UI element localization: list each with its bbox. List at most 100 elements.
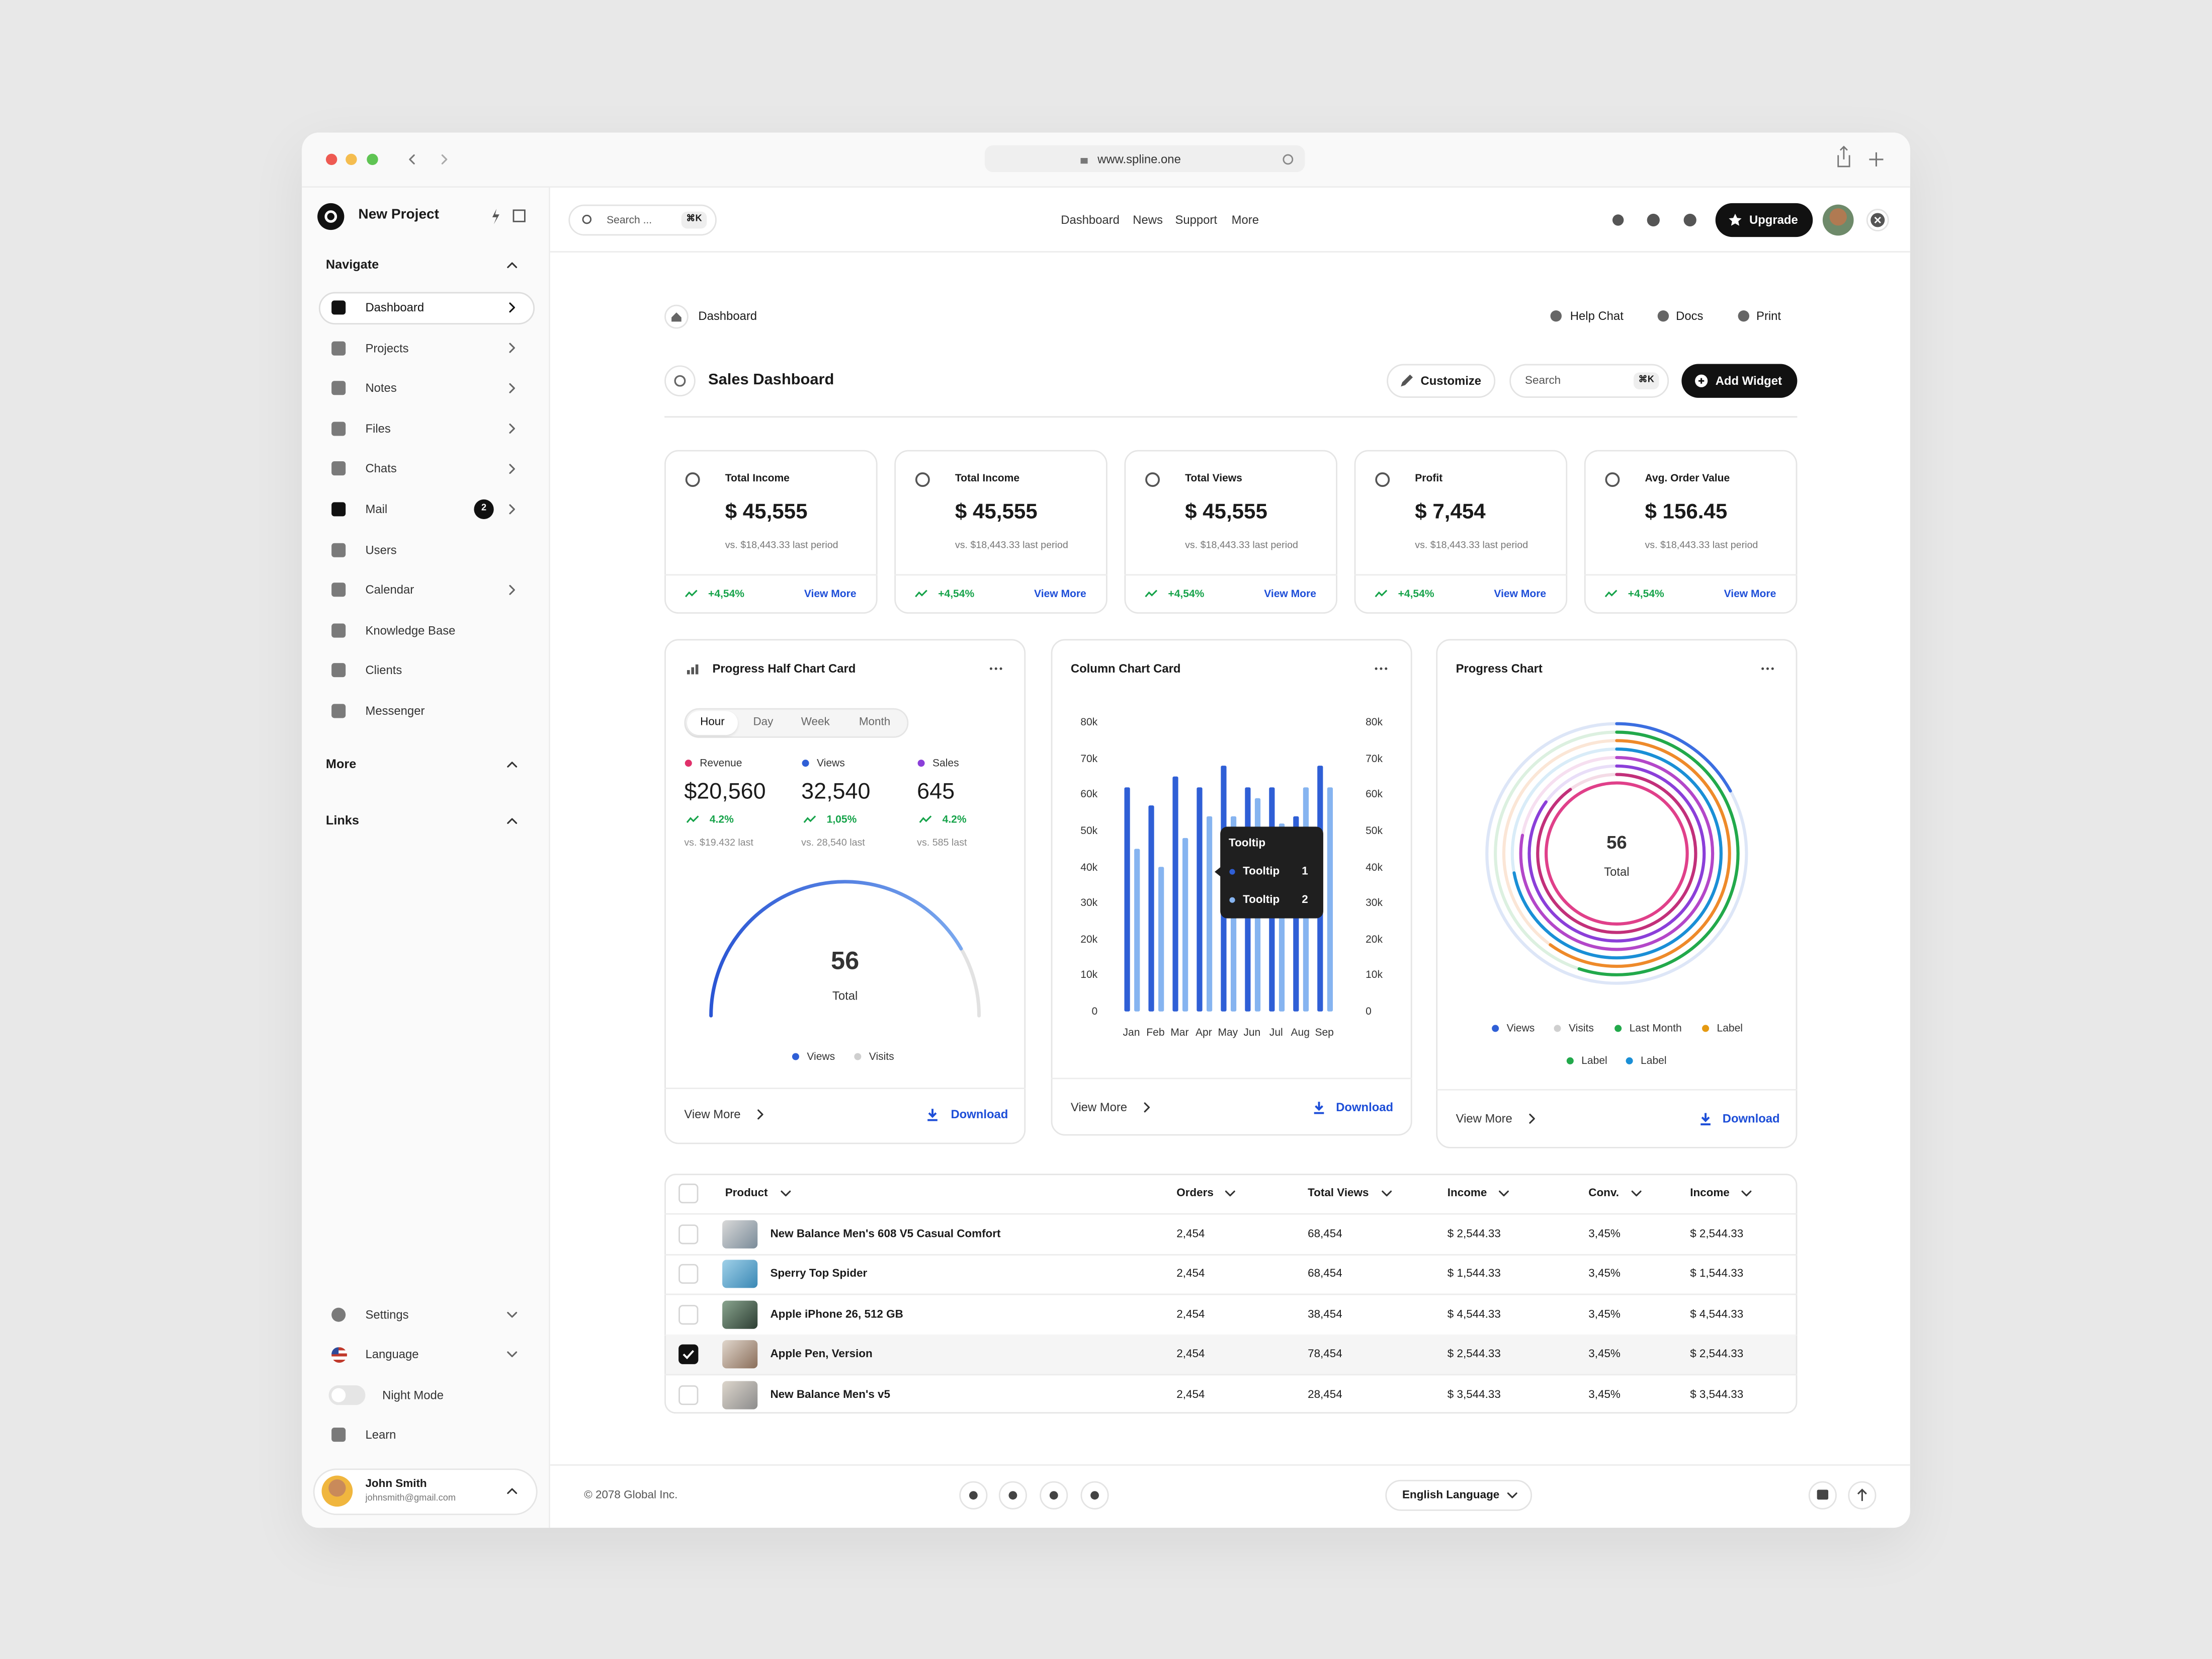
- nav-label[interactable]: Mail: [365, 502, 388, 516]
- download[interactable]: Download: [1722, 1111, 1780, 1126]
- stat-link[interactable]: View More: [1494, 587, 1547, 600]
- chevron-icon: [509, 343, 515, 353]
- menu-item[interactable]: News: [1133, 212, 1163, 227]
- nav-label[interactable]: Users: [365, 542, 397, 556]
- chevron-icon: [409, 154, 415, 164]
- nav-label[interactable]: Notes: [365, 381, 397, 395]
- table-cell: 3,45%: [1588, 1307, 1621, 1320]
- avatar[interactable]: [1822, 204, 1854, 236]
- ring-total: 56: [1606, 832, 1627, 853]
- checkbox[interactable]: [678, 1385, 699, 1405]
- social-button[interactable]: [1040, 1481, 1068, 1510]
- shortcut-pill: [681, 211, 707, 229]
- stat-link[interactable]: View More: [1264, 587, 1316, 600]
- active-nav-pill[interactable]: [318, 292, 535, 325]
- tab[interactable]: Day: [753, 715, 774, 728]
- more-dot: [1766, 667, 1769, 670]
- column-header[interactable]: Income: [1690, 1186, 1730, 1199]
- stat-link[interactable]: View More: [1034, 587, 1086, 600]
- help-link[interactable]: Print: [1756, 308, 1781, 323]
- column-header[interactable]: Total Views: [1308, 1186, 1369, 1199]
- chevron-icon: [1507, 1492, 1517, 1499]
- nav-label[interactable]: Files: [365, 421, 391, 436]
- nav-label[interactable]: Chats: [365, 461, 397, 476]
- menu-item[interactable]: Support: [1175, 212, 1217, 227]
- y2-tick-label: 10k: [1366, 968, 1383, 981]
- reload-icon: [1283, 154, 1294, 165]
- nav-label[interactable]: Clients: [365, 663, 402, 678]
- language[interactable]: English Language: [1402, 1488, 1500, 1501]
- minimize-light: [346, 153, 357, 165]
- checkbox[interactable]: [678, 1224, 699, 1245]
- tab[interactable]: Week: [801, 715, 830, 728]
- column-header[interactable]: Product: [725, 1186, 768, 1199]
- refresh-glyph: [674, 375, 686, 387]
- stat-link[interactable]: View More: [804, 587, 857, 600]
- url-bar: [984, 145, 1305, 173]
- upgrade-label[interactable]: Upgrade: [1749, 212, 1798, 227]
- bottom-nav-label[interactable]: Settings: [365, 1307, 409, 1322]
- shortcut: ⌘K: [686, 214, 702, 224]
- stat-compare: vs. $18,443.33 last period: [955, 541, 1068, 551]
- checkbox[interactable]: [678, 1264, 699, 1284]
- nav-label[interactable]: Dashboard: [365, 300, 424, 314]
- bottom-nav-label[interactable]: Night Mode: [382, 1387, 444, 1402]
- table-cell: 2,454: [1176, 1347, 1205, 1360]
- download[interactable]: Download: [1336, 1100, 1394, 1114]
- section-label: Links: [325, 813, 359, 827]
- column-header[interactable]: Income: [1447, 1186, 1487, 1199]
- stat-icon: [1375, 472, 1390, 487]
- customize-label[interactable]: Customize: [1420, 373, 1482, 388]
- bottom-nav-label[interactable]: Language: [365, 1347, 419, 1361]
- menu-item[interactable]: Dashboard: [1061, 212, 1120, 227]
- breadcrumb: Dashboard: [698, 308, 757, 323]
- title-icon: [695, 664, 699, 675]
- stat-icon: [685, 472, 700, 487]
- pencil-icon: [1401, 374, 1413, 387]
- card-title: Progress Chart: [1456, 661, 1543, 676]
- view-more[interactable]: View More: [1070, 1100, 1128, 1114]
- stat-divider: [664, 574, 878, 576]
- checkbox[interactable]: [678, 1344, 699, 1364]
- chevron-icon: [507, 262, 518, 268]
- check-mark: [683, 1350, 695, 1360]
- view-more[interactable]: View More: [684, 1107, 741, 1121]
- stat-link[interactable]: View More: [1724, 587, 1776, 600]
- nav-label[interactable]: Calendar: [365, 583, 414, 597]
- badge: [474, 499, 494, 520]
- column-header[interactable]: Conv.: [1588, 1186, 1619, 1199]
- y2-tick-label: 60k: [1366, 788, 1383, 801]
- legend-label: Views: [1506, 1022, 1535, 1035]
- metric-compare: vs. 28,540 last: [801, 839, 865, 849]
- user-email: johnsmith@gmail.com: [365, 1494, 456, 1504]
- column-header[interactable]: Orders: [1176, 1186, 1214, 1199]
- tab[interactable]: Hour: [700, 715, 725, 728]
- download[interactable]: Download: [951, 1107, 1008, 1121]
- y2-tick-label: 30k: [1366, 896, 1383, 909]
- checkbox[interactable]: [678, 1305, 699, 1325]
- nav-icon: [331, 663, 346, 678]
- help-link[interactable]: Docs: [1676, 308, 1704, 323]
- help-link[interactable]: Help Chat: [1570, 308, 1624, 323]
- menu-item[interactable]: More: [1231, 212, 1259, 227]
- tab[interactable]: Month: [859, 715, 891, 728]
- view-more[interactable]: View More: [1456, 1111, 1512, 1126]
- x-tick-label: Feb: [1146, 1026, 1165, 1039]
- nav-label[interactable]: Projects: [365, 340, 409, 355]
- table-cell: 3,45%: [1588, 1347, 1621, 1360]
- table-cell: $ 2,544.33: [1690, 1347, 1744, 1360]
- stat-title: Avg. Order Value: [1645, 471, 1730, 484]
- bar: [1172, 776, 1178, 1012]
- legend-label: Last Month: [1629, 1022, 1682, 1035]
- chevron-icon: [507, 1351, 518, 1357]
- nav-label[interactable]: Messenger: [365, 703, 425, 718]
- nav-label[interactable]: Knowledge Base: [365, 623, 456, 637]
- checkbox[interactable]: [678, 1183, 699, 1204]
- language-select[interactable]: [1385, 1479, 1533, 1511]
- bottom-nav-label[interactable]: Learn: [365, 1427, 396, 1442]
- table-cell: 38,454: [1308, 1307, 1342, 1320]
- plus-glyph: [1698, 378, 1705, 384]
- metric-dot: [685, 760, 692, 767]
- add-widget-label[interactable]: Add Widget: [1715, 373, 1782, 388]
- metric-dot: [917, 760, 925, 767]
